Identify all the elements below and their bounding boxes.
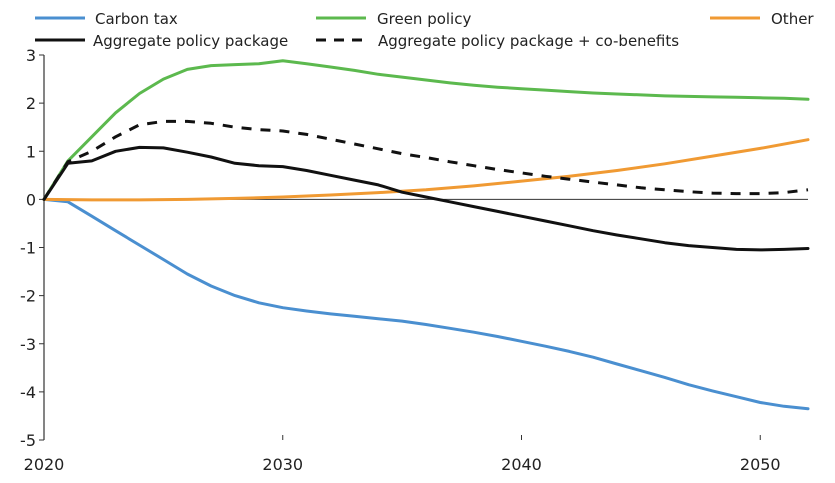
x-tick-label: 2050 [740, 455, 781, 474]
legend-label: Carbon tax [95, 10, 178, 28]
series-line-green-policy [42, 59, 810, 201]
y-tick-label: 2 [26, 94, 36, 113]
legend: Carbon tax Green policy Other Aggregate pol… [35, 10, 814, 50]
y-tick-label: -3 [20, 335, 36, 354]
y-tick-label: -1 [20, 239, 36, 258]
series-line-carbon-tax [42, 197, 810, 411]
x-tick-label: 2040 [501, 455, 542, 474]
x-tick-label: 2030 [262, 455, 303, 474]
y-tick-label: -4 [20, 383, 36, 402]
axes: 3 2 1 0 -1 -2 -3 -4 -5 2020 2030 2040 2050 [20, 46, 808, 474]
series-line-other [42, 138, 810, 202]
legend-label: Aggregate policy package + co-benefits [378, 32, 679, 50]
legend-label: Other [771, 10, 814, 28]
x-tick-label: 2020 [24, 455, 65, 474]
y-tick-label: -5 [20, 431, 36, 450]
y-tick-label: 1 [26, 142, 36, 161]
legend-label: Aggregate policy package [93, 32, 288, 50]
y-tick-label: 3 [26, 46, 36, 65]
y-tick-label: -2 [20, 287, 36, 306]
series-line-aggregate-policy-package [42, 145, 810, 252]
series-line-aggregate-policy-package-co-benefits [42, 119, 809, 201]
legend-label: Green policy [377, 10, 471, 28]
y-tick-label: 0 [26, 190, 36, 209]
plot-area [42, 59, 810, 411]
